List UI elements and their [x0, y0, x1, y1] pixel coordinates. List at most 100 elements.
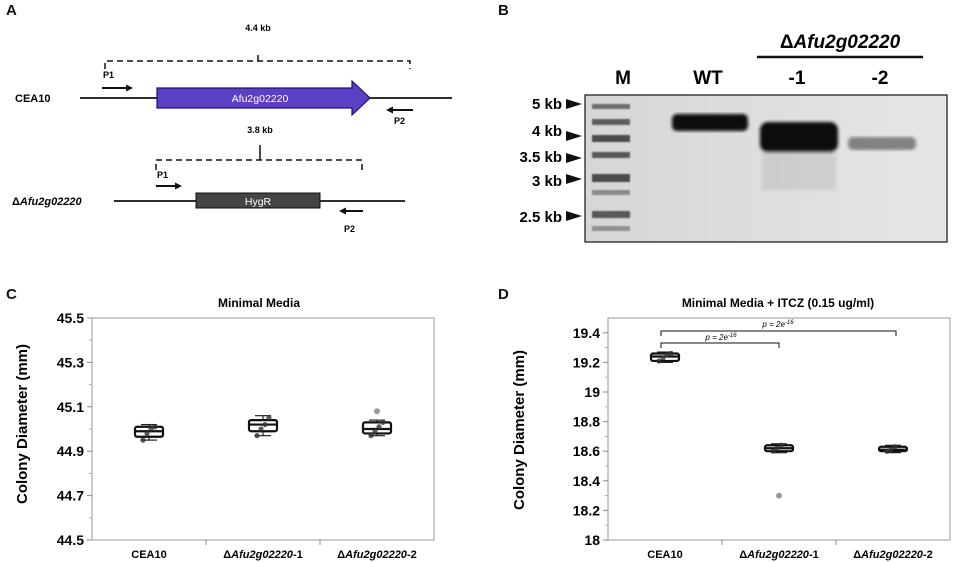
data-point: [152, 424, 158, 430]
ladder-5kb: 5 kb: [532, 96, 562, 113]
mut-primer-p1-label: P1: [157, 170, 168, 180]
data-point: [376, 424, 382, 430]
data-point: [778, 442, 784, 448]
ladder-labels: 5 kb 4 kb 3.5 kb 3 kb 2.5 kb: [519, 96, 582, 226]
ladder-4kb: 4 kb: [532, 123, 562, 140]
y-tick-label: 18.8: [573, 414, 600, 430]
gene-arrow: [156, 79, 371, 117]
ladder-3-5kb-arrow: [566, 153, 582, 163]
mut-primer-p2-arrowhead: [339, 207, 346, 215]
chart-c-ylabel: Colony Diameter (mm): [14, 344, 31, 504]
wt-primer-p2-label: P2: [394, 116, 405, 126]
ladder-5kb-arrow: [566, 99, 582, 109]
chart-c-yticks: 45.5 45.3 45.1 44.9 44.7 44.5: [57, 310, 92, 548]
y-tick-label: 45.5: [57, 310, 84, 326]
lane-label-wt: WT: [693, 68, 723, 89]
chart-d-yticks: 19.4 19.2 19 18.8 18.6 18.4 18.2 18: [573, 325, 608, 548]
y-tick-label: 19: [584, 384, 600, 400]
wt-strain-label: CEA10: [15, 93, 50, 105]
data-point: [140, 437, 146, 443]
data-point: [148, 426, 154, 432]
wt-amplicon-size: 4.4 kb: [245, 23, 271, 33]
ladder-2-5kb-arrow: [566, 211, 582, 221]
data-point: [884, 448, 890, 454]
y-tick-label: 44.7: [57, 488, 84, 504]
chart-d-marks: [649, 350, 909, 499]
outlier-point: [374, 408, 380, 415]
ladder-bands: [592, 104, 630, 231]
chart-d-ylabel: Colony Diameter (mm): [511, 350, 528, 510]
mut-primer-p1-arrowhead: [175, 182, 182, 190]
y-tick-label: 45.1: [57, 399, 84, 415]
x-tick-label: ΔAfu2g02220-1: [739, 549, 818, 561]
lane-label-m: M: [615, 68, 631, 89]
significance-brackets: p = 2e-16 p = 2e-16: [660, 320, 897, 348]
sig-label-outer: p = 2e-16: [761, 320, 794, 329]
y-tick-label: 44.5: [57, 532, 84, 548]
x-tick-label: CEA10: [647, 549, 682, 561]
data-point: [258, 426, 264, 432]
panel-a-letter: A: [6, 2, 17, 19]
data-point: [380, 419, 386, 425]
data-point: [372, 428, 378, 434]
y-tick-label: 18: [584, 532, 600, 548]
x-tick-label: ΔAfu2g02220-2: [337, 549, 416, 561]
ladder-3kb-arrow: [566, 174, 582, 184]
y-tick-label: 18.6: [573, 443, 600, 459]
mut-primer-p2-label: P2: [344, 224, 355, 234]
sig-label-inner: p = 2e-16: [704, 333, 737, 342]
chart-c-title: Minimal Media: [218, 296, 300, 310]
mut-amplicon-bracket: [155, 159, 363, 170]
data-point: [254, 433, 260, 439]
chart-d-frame: [607, 317, 951, 541]
sig-bracket-outer: [660, 330, 897, 336]
panel-d-letter: D: [498, 286, 509, 303]
data-point: [888, 447, 894, 453]
mut-strain-label: ΔAfu2g02220: [12, 196, 83, 208]
panel-b-letter: B: [498, 2, 509, 19]
band-mut-1: [760, 122, 838, 152]
chart-d: Minimal Media + ITCZ (0.15 ug/ml) Colony…: [511, 296, 951, 561]
panel-c-letter: C: [6, 286, 17, 303]
wt-amplicon-bracket: [104, 60, 411, 69]
ladder-4kb-arrow: [566, 131, 582, 141]
y-tick-label: 18.4: [573, 473, 600, 489]
gene-label: Afu2g02220: [232, 93, 289, 105]
ladder-3-5kb: 3.5 kb: [519, 149, 562, 166]
data-point: [770, 448, 776, 454]
chart-c: Minimal Media Colony Diameter (mm) 45.54…: [14, 296, 435, 561]
wt-primer-p1-arrowhead: [126, 84, 133, 92]
gel-group-label: ΔAfu2g02220: [780, 32, 901, 53]
ladder-2-5kb: 2.5 kb: [519, 209, 562, 226]
x-tick-label: ΔAfu2g02220-2: [853, 549, 932, 561]
data-point: [144, 430, 150, 437]
y-tick-label: 19.4: [573, 325, 600, 341]
chart-d-title: Minimal Media + ITCZ (0.15 ug/ml): [682, 296, 874, 310]
y-tick-label: 44.9: [57, 443, 84, 459]
ladder-3kb: 3 kb: [532, 173, 562, 190]
y-tick-label: 19.2: [573, 354, 600, 370]
x-tick-label: CEA10: [131, 549, 166, 561]
outlier-point: [776, 492, 782, 499]
data-point: [656, 358, 662, 364]
band-wt: [672, 114, 748, 131]
lane-label-1: -1: [789, 68, 806, 89]
chart-c-xticks: CEA10 ΔAfu2g02220-1 ΔAfu2g02220-2: [131, 540, 417, 561]
panel-a-gene-map: 4.4 kb P1 CEA10 Afu2g02220 P2 3.8 kb P1 …: [12, 23, 452, 234]
wt-primer-p2-arrowhead: [386, 106, 393, 114]
y-tick-label: 18.2: [573, 502, 600, 518]
data-point: [262, 421, 268, 428]
chart-d-xticks: CEA10 ΔAfu2g02220-1 ΔAfu2g02220-2: [647, 540, 933, 561]
data-point: [660, 355, 666, 361]
data-point: [892, 444, 898, 450]
chart-c-marks: [133, 408, 393, 443]
hygr-label: HygR: [245, 196, 272, 208]
band-mut-2: [848, 137, 916, 150]
data-point: [774, 445, 780, 451]
data-point: [266, 415, 272, 421]
x-tick-label: ΔAfu2g02220-1: [223, 549, 302, 561]
lane-label-2: -2: [872, 68, 889, 89]
y-tick-label: 45.3: [57, 354, 84, 370]
data-point: [668, 350, 674, 357]
